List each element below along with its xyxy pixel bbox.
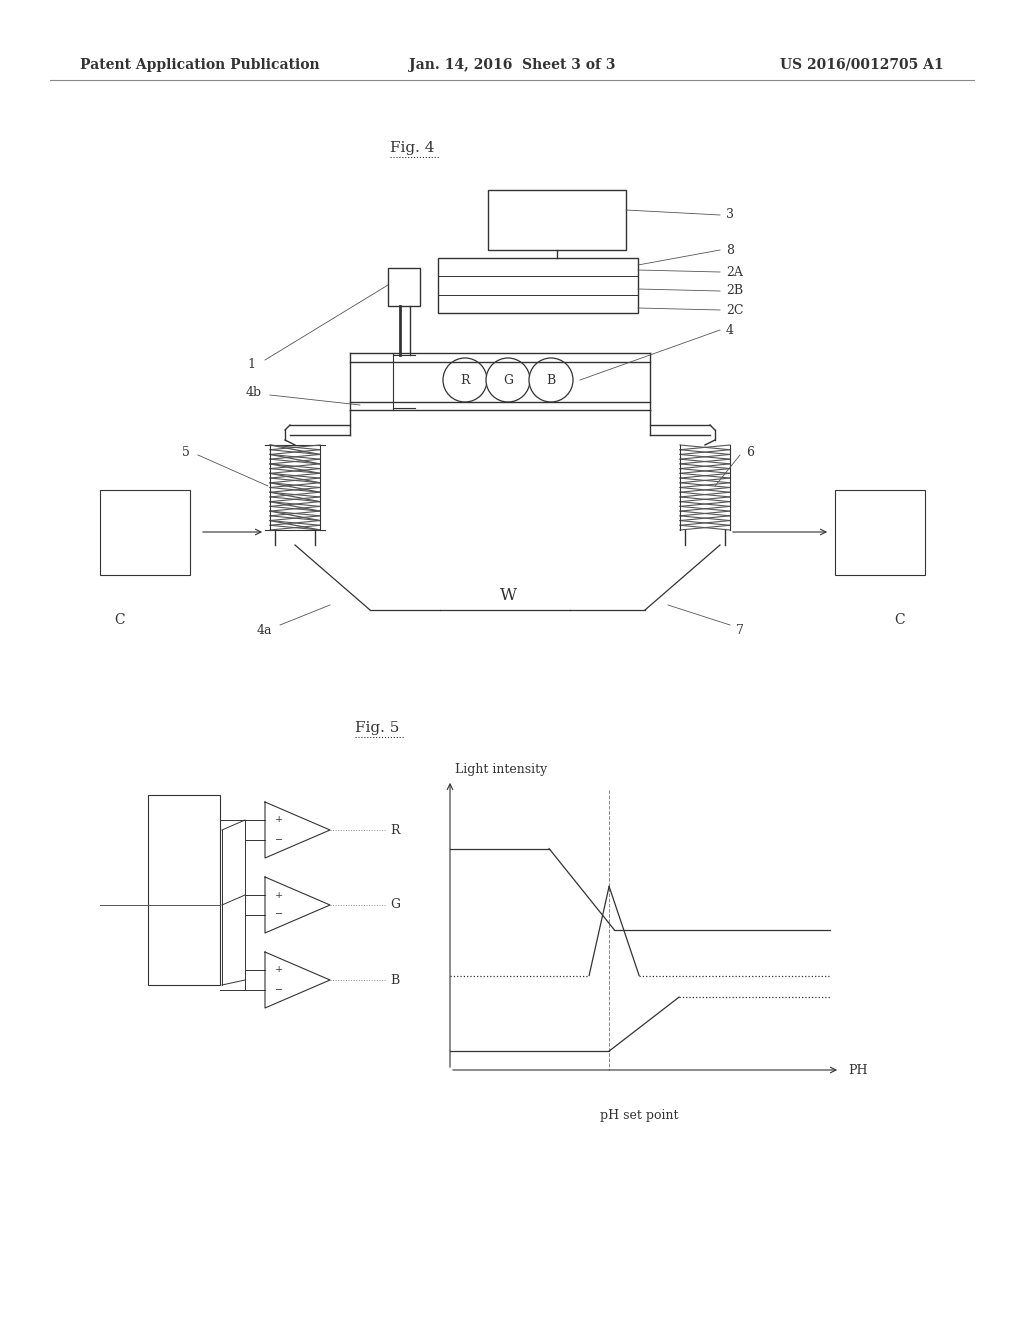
Text: 4: 4 xyxy=(726,323,734,337)
Circle shape xyxy=(443,358,487,403)
Bar xyxy=(148,795,220,985)
Text: 8: 8 xyxy=(726,243,734,256)
Text: 3: 3 xyxy=(726,209,734,222)
Text: 2A: 2A xyxy=(726,265,742,279)
Bar xyxy=(438,257,638,313)
Text: +: + xyxy=(274,816,283,825)
Text: −: − xyxy=(274,911,283,920)
Text: B: B xyxy=(547,374,556,387)
Text: B: B xyxy=(390,974,399,986)
Text: 4b: 4b xyxy=(246,387,262,400)
Text: Jan. 14, 2016  Sheet 3 of 3: Jan. 14, 2016 Sheet 3 of 3 xyxy=(409,58,615,73)
Text: C: C xyxy=(895,612,905,627)
Text: C: C xyxy=(115,612,125,627)
Text: 4a: 4a xyxy=(256,623,272,636)
Text: 1: 1 xyxy=(247,359,255,371)
Text: R: R xyxy=(460,374,470,387)
Text: Patent Application Publication: Patent Application Publication xyxy=(80,58,319,73)
Text: Fig. 5: Fig. 5 xyxy=(355,721,399,735)
Text: −: − xyxy=(274,836,283,845)
Bar xyxy=(100,490,190,576)
Bar xyxy=(388,268,420,306)
Text: +: + xyxy=(274,965,283,974)
Text: 7: 7 xyxy=(736,623,743,636)
Text: 6: 6 xyxy=(746,446,754,458)
Text: R: R xyxy=(390,824,399,837)
Text: Light intensity: Light intensity xyxy=(455,763,547,776)
Text: G: G xyxy=(390,899,400,912)
Text: +: + xyxy=(274,891,283,899)
Text: 2B: 2B xyxy=(726,285,743,297)
Circle shape xyxy=(529,358,573,403)
Bar xyxy=(835,490,925,576)
Text: US 2016/0012705 A1: US 2016/0012705 A1 xyxy=(780,58,944,73)
Text: PH: PH xyxy=(848,1064,867,1077)
Text: G: G xyxy=(503,374,513,387)
Text: pH set point: pH set point xyxy=(600,1109,678,1122)
Bar xyxy=(488,190,626,249)
Text: W: W xyxy=(500,586,516,603)
Circle shape xyxy=(486,358,530,403)
Text: −: − xyxy=(274,986,283,994)
Text: Fig. 4: Fig. 4 xyxy=(390,141,434,154)
Text: 2C: 2C xyxy=(726,304,743,317)
Text: 5: 5 xyxy=(182,446,190,458)
